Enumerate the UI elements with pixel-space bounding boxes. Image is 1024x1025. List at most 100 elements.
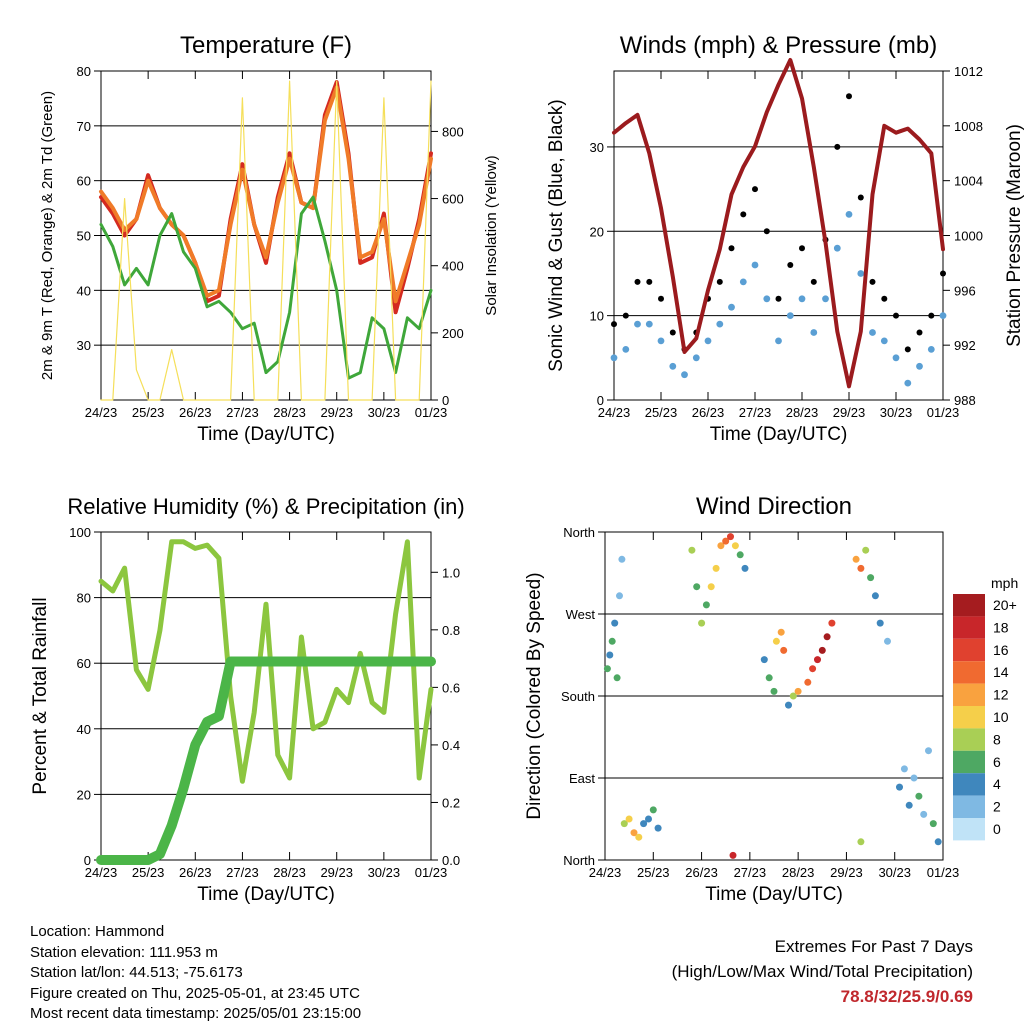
gust-point <box>634 278 641 285</box>
figure-created: Figure created on Thu, 2025-05-01, at 23… <box>30 984 360 1002</box>
legend-label: 18 <box>993 619 1009 635</box>
direction-point <box>654 824 662 832</box>
plot-frame <box>613 70 944 401</box>
chart-title: Temperature (F) <box>180 32 352 59</box>
gust-point <box>916 329 923 336</box>
direction-point <box>688 546 696 554</box>
x-tick-label: 24/23 <box>85 405 118 420</box>
x-tick-label: 30/23 <box>368 405 401 420</box>
legend-label: 4 <box>993 776 1001 792</box>
direction-point <box>772 637 780 645</box>
precipitation-line <box>96 656 436 865</box>
gust-point <box>799 245 805 252</box>
wind-point <box>751 261 759 269</box>
temperature-panel: Temperature (F) 24/23 25/23 26/23 27/23 28/23… <box>39 32 500 445</box>
direction-point <box>900 765 908 773</box>
y2-tick-label: 1000 <box>954 229 983 244</box>
y2-tick-label: 0.2 <box>442 795 460 810</box>
y-axis-label: Direction (Colored By Speed) <box>524 572 545 819</box>
plot-frame <box>604 531 944 861</box>
wind-point <box>845 211 853 218</box>
station-elevation: Station elevation: 111.953 m <box>30 943 218 961</box>
wind-direction-panel: Wind Direction 24/23 25/23 26/23 27/23 28/23 2… <box>524 493 1018 905</box>
x-tick-label: 24/23 <box>589 865 622 880</box>
x-tick-label: 28/23 <box>273 405 306 420</box>
x-tick-label: 24/23 <box>598 405 631 420</box>
direction-point <box>606 651 614 659</box>
direction-point <box>727 533 734 541</box>
x-tick-label: 29/23 <box>830 865 863 880</box>
y-tick-label: North <box>563 853 595 868</box>
y-tick-label: West <box>566 607 596 622</box>
plot-frame <box>100 531 432 861</box>
x-tick-label: 27/23 <box>226 405 259 420</box>
direction-point <box>729 851 737 859</box>
gust-point <box>940 270 946 277</box>
wind-point <box>798 295 806 303</box>
x-tick-label: 30/23 <box>368 865 401 880</box>
direction-point <box>818 646 826 654</box>
gust-point <box>904 346 911 353</box>
wind-point <box>645 320 653 328</box>
wind-point <box>692 354 700 362</box>
direction-point <box>828 619 836 627</box>
y2-tick-label: 400 <box>442 259 464 274</box>
gust-point <box>893 312 899 319</box>
legend-swatch <box>953 818 985 841</box>
x-axis-label: Time (Day/UTC) <box>197 424 335 445</box>
y2-tick-label: 0.8 <box>442 623 460 638</box>
y2-tick-label: 996 <box>954 283 976 298</box>
y2-tick-label: 0.4 <box>442 738 460 753</box>
direction-point <box>702 601 710 609</box>
direction-point <box>603 665 611 673</box>
direction-point <box>640 820 648 828</box>
wind-point <box>739 278 747 286</box>
y-tick-label: 20 <box>77 787 91 802</box>
x-tick-label: 27/23 <box>226 865 259 880</box>
direction-point <box>809 665 817 673</box>
chart-title: Relative Humidity (%) & Precipitation (i… <box>67 494 464 519</box>
extremes-values: 78.8/32/25.9/0.69 <box>840 987 973 1006</box>
y-tick-label: 60 <box>77 174 91 189</box>
x-tick-label: 01/23 <box>415 405 448 420</box>
x-tick-label: 27/23 <box>739 405 772 420</box>
series-line-1 <box>99 85 433 304</box>
y-axis-label: Sonic Wind & Gust (Blue, Black) <box>546 99 567 371</box>
x-tick-label: 26/23 <box>685 865 718 880</box>
legend-label: 10 <box>993 709 1009 725</box>
y2-tick-label: 1004 <box>954 174 983 189</box>
direction-point <box>920 810 928 818</box>
gust-point <box>775 295 782 302</box>
direction-point <box>852 555 860 563</box>
wind-point <box>916 362 923 370</box>
x-tick-label: 26/23 <box>179 865 212 880</box>
gust-point <box>740 211 747 218</box>
gust-point <box>646 278 653 285</box>
station-location: Location: Hammond <box>30 923 165 940</box>
pressure-line <box>612 58 945 389</box>
gust-point <box>857 194 864 201</box>
direction-point <box>616 592 623 600</box>
direction-point <box>620 820 628 828</box>
x-tick-label: 01/23 <box>415 865 448 880</box>
legend-label: 2 <box>993 799 1001 815</box>
direction-point <box>707 583 715 591</box>
wind-point <box>822 295 829 303</box>
legend-label: 14 <box>993 664 1009 680</box>
y2-tick-label: 800 <box>442 124 464 139</box>
y2-tick-label: 1012 <box>954 64 983 79</box>
y-tick-label: 50 <box>77 229 91 244</box>
legend-swatch <box>953 683 985 706</box>
legend-swatch <box>953 616 985 639</box>
y2-tick-label: 988 <box>954 393 976 408</box>
y-tick-label: 20 <box>590 224 604 239</box>
y2-tick-label: 600 <box>442 192 464 207</box>
legend-title: mph <box>991 575 1018 591</box>
y-tick-label: South <box>561 689 595 704</box>
y2-tick-label: 200 <box>442 326 464 341</box>
legend-swatch <box>953 594 985 617</box>
x-tick-label: 25/23 <box>132 405 165 420</box>
y-tick-label: 10 <box>590 309 604 324</box>
y2-tick-label: 0 <box>442 393 449 408</box>
direction-point <box>862 546 870 554</box>
